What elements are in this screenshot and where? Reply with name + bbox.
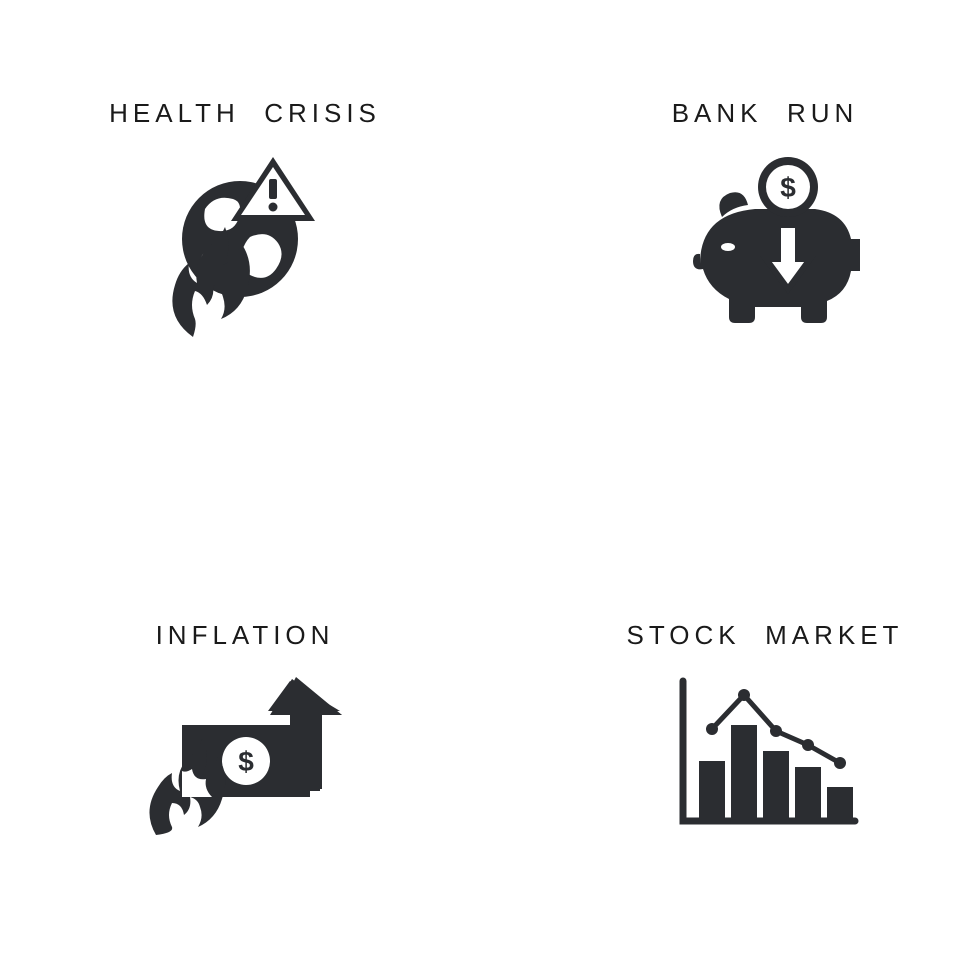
label-bank-run: BANK RUN	[672, 98, 859, 129]
label-inflation: INFLATION	[156, 620, 335, 651]
cell-inflation: INFLATION $	[0, 490, 490, 980]
globe-fire-warning-icon	[155, 149, 335, 339]
money-fire-up-icon: $	[140, 671, 350, 841]
declining-chart-icon	[665, 671, 865, 841]
cell-bank-run: BANK RUN $	[490, 0, 980, 490]
svg-text:$: $	[780, 172, 796, 203]
svg-text:$: $	[238, 746, 254, 777]
label-health-crisis: HEALTH CRISIS	[109, 98, 381, 129]
label-stock-market: STOCK MARKET	[627, 620, 904, 651]
cell-health-crisis: HEALTH CRISIS	[0, 0, 490, 490]
piggy-bank-down-icon: $	[670, 149, 860, 339]
cell-stock-market: STOCK MARKET	[490, 490, 980, 980]
icon-grid: HEALTH CRISIS	[0, 0, 980, 980]
